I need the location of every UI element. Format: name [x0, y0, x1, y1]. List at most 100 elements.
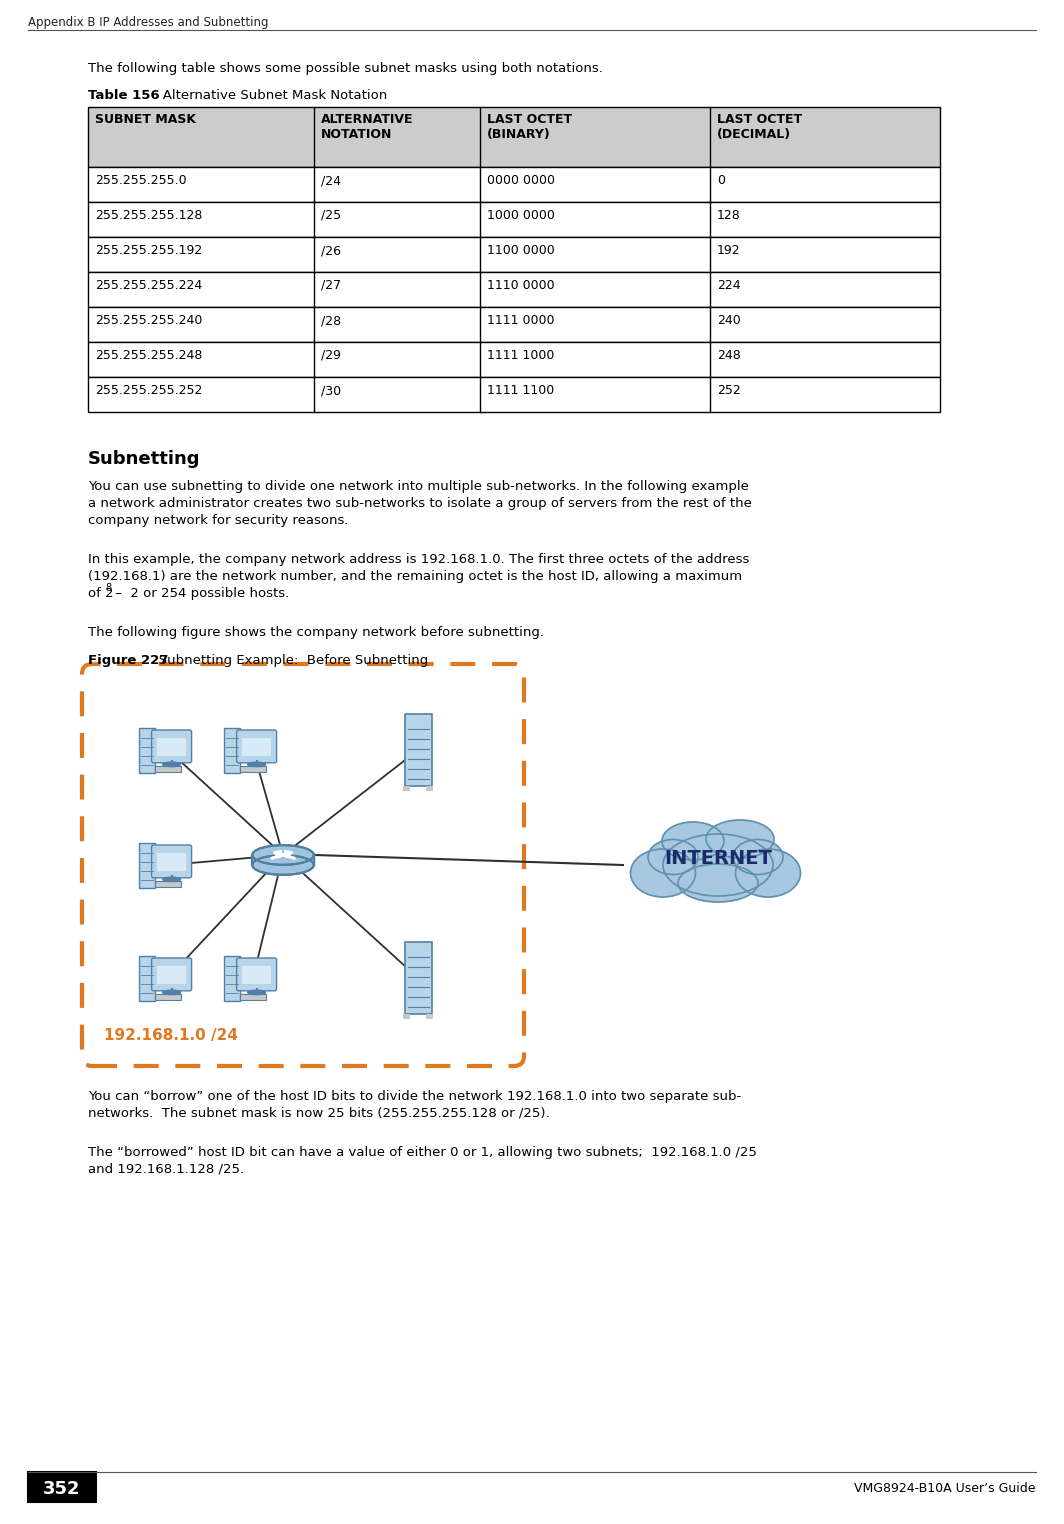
Text: Alternative Subnet Mask Notation: Alternative Subnet Mask Notation — [150, 88, 387, 102]
Text: You can “borrow” one of the host ID bits to divide the network 192.168.1.0 into : You can “borrow” one of the host ID bits… — [88, 1090, 742, 1103]
Ellipse shape — [733, 840, 783, 875]
Bar — [157, 853, 186, 872]
Bar — [28, 1472, 96, 1503]
Text: VMG8924-B10A User’s Guide: VMG8924-B10A User’s Guide — [854, 1481, 1036, 1495]
Bar — [88, 203, 940, 238]
Ellipse shape — [663, 834, 774, 896]
Text: a network administrator creates two sub-networks to isolate a group of servers f: a network administrator creates two sub-… — [88, 497, 752, 511]
Ellipse shape — [248, 991, 266, 995]
Bar — [88, 238, 940, 271]
Text: 1110 0000: 1110 0000 — [487, 279, 554, 293]
Ellipse shape — [252, 846, 314, 864]
Text: LAST OCTET
(DECIMAL): LAST OCTET (DECIMAL) — [717, 113, 802, 142]
FancyBboxPatch shape — [151, 844, 192, 878]
Text: /30: /30 — [320, 384, 340, 396]
Text: 255.255.255.240: 255.255.255.240 — [95, 314, 202, 328]
Bar — [404, 715, 432, 786]
Text: 1000 0000: 1000 0000 — [487, 209, 554, 223]
Text: 1111 1100: 1111 1100 — [487, 384, 554, 396]
Bar — [155, 767, 181, 771]
Text: Appendix B IP Addresses and Subnetting: Appendix B IP Addresses and Subnetting — [28, 15, 268, 29]
Text: Subnetting: Subnetting — [88, 450, 200, 468]
Text: 352: 352 — [44, 1480, 81, 1498]
Text: Table 156: Table 156 — [88, 88, 160, 102]
Ellipse shape — [252, 855, 314, 875]
Bar — [252, 855, 314, 866]
Ellipse shape — [248, 762, 266, 767]
Ellipse shape — [252, 846, 314, 864]
Text: 1111 1000: 1111 1000 — [487, 349, 554, 363]
Bar — [243, 966, 271, 985]
FancyBboxPatch shape — [236, 730, 277, 764]
Text: 255.255.255.128: 255.255.255.128 — [95, 209, 202, 223]
Text: Figure 227: Figure 227 — [88, 654, 168, 668]
Ellipse shape — [662, 821, 724, 860]
Bar — [402, 786, 410, 791]
Bar — [243, 738, 271, 756]
Text: LAST OCTET
(BINARY): LAST OCTET (BINARY) — [487, 113, 572, 142]
Ellipse shape — [678, 864, 758, 902]
Text: You can use subnetting to divide one network into multiple sub-networks. In the : You can use subnetting to divide one net… — [88, 480, 749, 492]
Text: 240: 240 — [717, 314, 741, 328]
Ellipse shape — [631, 849, 696, 898]
Text: networks.  The subnet mask is now 25 bits (255.255.255.128 or /25).: networks. The subnet mask is now 25 bits… — [88, 1106, 550, 1120]
Ellipse shape — [252, 855, 314, 875]
Text: 252: 252 — [717, 384, 741, 396]
Ellipse shape — [163, 878, 181, 882]
Text: 1100 0000: 1100 0000 — [487, 244, 554, 258]
Bar — [240, 994, 266, 1000]
Bar — [88, 341, 940, 376]
Bar — [404, 942, 432, 1013]
Bar — [426, 1013, 433, 1020]
Text: 192.168.1.0 /24: 192.168.1.0 /24 — [104, 1029, 238, 1042]
Text: The following figure shows the company network before subnetting.: The following figure shows the company n… — [88, 626, 544, 639]
Bar — [157, 966, 186, 985]
Text: 0: 0 — [717, 174, 725, 187]
Ellipse shape — [735, 849, 800, 898]
Bar — [139, 843, 155, 887]
Text: company network for security reasons.: company network for security reasons. — [88, 514, 349, 527]
Text: 0000 0000: 0000 0000 — [487, 174, 555, 187]
Text: –  2 or 254 possible hosts.: – 2 or 254 possible hosts. — [111, 587, 289, 600]
Bar — [252, 855, 314, 866]
Bar — [88, 271, 940, 306]
Text: SUBNET MASK: SUBNET MASK — [95, 113, 196, 126]
Ellipse shape — [706, 820, 774, 858]
Text: INTERNET: INTERNET — [664, 849, 772, 869]
FancyBboxPatch shape — [151, 959, 192, 991]
Text: /25: /25 — [320, 209, 340, 223]
FancyBboxPatch shape — [236, 959, 277, 991]
Bar — [155, 881, 181, 887]
Text: 192: 192 — [717, 244, 741, 258]
Text: 224: 224 — [717, 279, 741, 293]
Bar — [402, 1013, 410, 1020]
Text: /29: /29 — [320, 349, 340, 363]
Ellipse shape — [648, 840, 698, 875]
Text: Subnetting Example:  Before Subnetting: Subnetting Example: Before Subnetting — [146, 654, 428, 668]
Bar — [139, 956, 155, 1000]
Text: The “borrowed” host ID bit can have a value of either 0 or 1, allowing two subne: The “borrowed” host ID bit can have a va… — [88, 1146, 757, 1158]
Text: (192.168.1) are the network number, and the remaining octet is the host ID, allo: (192.168.1) are the network number, and … — [88, 570, 742, 584]
Text: of 2: of 2 — [88, 587, 114, 600]
Text: 8: 8 — [105, 584, 111, 593]
Text: /24: /24 — [320, 174, 340, 187]
Bar — [155, 994, 181, 1000]
Bar — [88, 107, 940, 168]
Bar — [88, 306, 940, 341]
Bar — [225, 727, 240, 773]
Bar — [157, 738, 186, 756]
Text: 248: 248 — [717, 349, 741, 363]
Ellipse shape — [163, 762, 181, 767]
Text: 255.255.255.224: 255.255.255.224 — [95, 279, 202, 293]
Text: and 192.168.1.128 /25.: and 192.168.1.128 /25. — [88, 1163, 244, 1177]
Text: The following table shows some possible subnet masks using both notations.: The following table shows some possible … — [88, 62, 603, 75]
Text: In this example, the company network address is 192.168.1.0. The first three oct: In this example, the company network add… — [88, 553, 749, 565]
Ellipse shape — [163, 991, 181, 995]
Text: 255.255.255.248: 255.255.255.248 — [95, 349, 202, 363]
Text: /28: /28 — [320, 314, 340, 328]
Text: 255.255.255.252: 255.255.255.252 — [95, 384, 202, 396]
Text: 255.255.255.192: 255.255.255.192 — [95, 244, 202, 258]
Text: 1111 0000: 1111 0000 — [487, 314, 554, 328]
Text: 128: 128 — [717, 209, 741, 223]
Bar — [240, 767, 266, 771]
